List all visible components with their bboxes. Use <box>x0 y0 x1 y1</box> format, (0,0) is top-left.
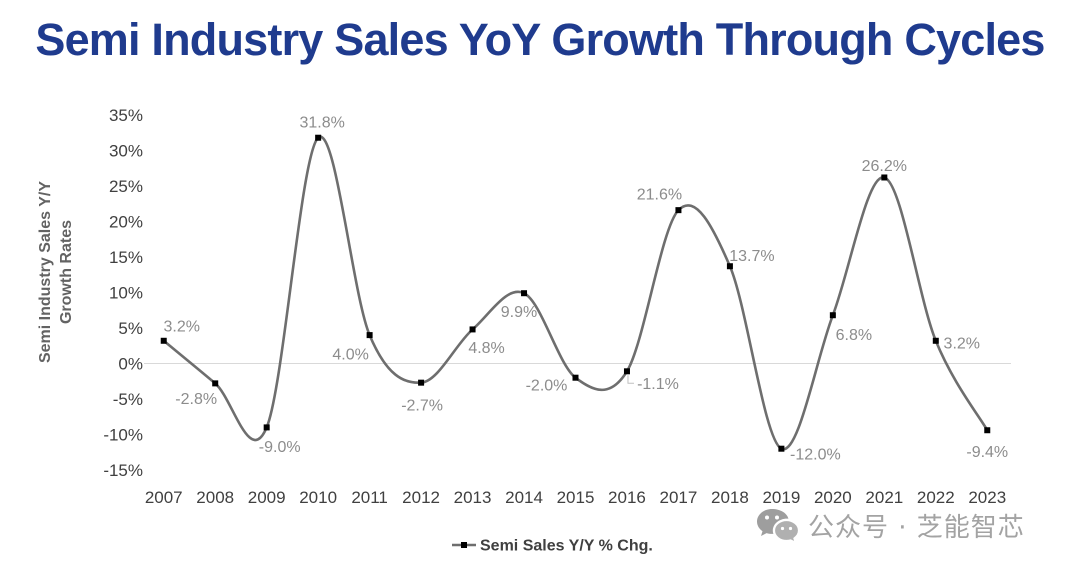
y-tick-label: 35% <box>109 106 143 125</box>
x-tick-label: 2013 <box>454 488 492 507</box>
series-line <box>162 135 989 451</box>
y-tick-label: 20% <box>109 212 143 231</box>
data-label: 3.2% <box>944 335 980 352</box>
data-label: -2.8% <box>175 391 217 408</box>
y-tick-label: 25% <box>109 177 143 196</box>
x-tick-label: 2007 <box>145 488 183 507</box>
data-point-marker <box>418 379 425 386</box>
data-point-marker <box>726 263 733 270</box>
y-tick-label: 5% <box>118 319 143 338</box>
x-tick-label: 2009 <box>248 488 286 507</box>
x-tick-label: 2021 <box>865 488 903 507</box>
data-point-marker <box>263 424 270 431</box>
x-tick-label: 2011 <box>351 488 388 507</box>
data-label: 4.0% <box>332 347 368 364</box>
data-point-marker <box>984 427 991 434</box>
data-label: 9.9% <box>501 304 537 321</box>
legend-label: Semi Sales Y/Y % Chg. <box>480 538 653 555</box>
y-tick-label: 10% <box>109 283 143 302</box>
x-tick-label: 2022 <box>917 488 955 507</box>
x-tick-label: 2016 <box>608 488 646 507</box>
x-tick-label: 2015 <box>557 488 595 507</box>
y-tick-label: 0% <box>118 354 143 373</box>
y-tick-label: 15% <box>109 248 143 267</box>
x-tick-label: 2019 <box>762 488 800 507</box>
data-point-marker <box>160 337 167 344</box>
data-point-marker <box>778 445 785 452</box>
data-label: 4.8% <box>468 340 504 357</box>
data-point-marker <box>212 380 219 387</box>
data-label: 31.8% <box>299 114 344 131</box>
data-label: 21.6% <box>637 187 682 204</box>
data-point-marker <box>881 174 888 181</box>
data-point-marker <box>623 368 630 375</box>
x-tick-label: 2014 <box>505 488 543 507</box>
x-tick-label: 2020 <box>814 488 852 507</box>
data-point-marker <box>315 134 322 141</box>
data-label: 13.7% <box>729 248 774 265</box>
data-point-marker <box>366 332 373 339</box>
data-point-marker <box>572 374 579 381</box>
legend-marker-swatch <box>461 542 467 548</box>
x-tick-label: 2023 <box>968 488 1006 507</box>
chart-title: Semi Industry Sales YoY Growth Through C… <box>35 14 1045 65</box>
x-tick-label: 2012 <box>402 488 440 507</box>
data-point-marker <box>829 312 836 319</box>
y-axis-title: Semi Industry Sales Y/Y Growth Rates <box>37 181 75 364</box>
y-tick-label: -5% <box>113 390 143 409</box>
data-label: -9.0% <box>259 439 301 456</box>
y-tick-label: 30% <box>109 141 143 160</box>
watermark: 公众号 · 芝能智芯 <box>756 505 1056 545</box>
data-point-marker <box>469 326 476 333</box>
x-tick-label: 2017 <box>660 488 698 507</box>
data-label: 3.2% <box>164 318 200 335</box>
x-tick-label: 2008 <box>196 488 234 507</box>
data-label: 26.2% <box>862 158 907 175</box>
watermark-text: 公众号 · 芝能智芯 <box>808 512 1025 543</box>
data-label: -2.0% <box>526 377 568 394</box>
x-tick-label: 2018 <box>711 488 749 507</box>
data-label: 6.8% <box>836 327 872 344</box>
data-point-marker <box>932 337 939 344</box>
y-tick-label: -15% <box>103 461 143 480</box>
data-label: -9.4% <box>966 444 1008 461</box>
wechat-icon <box>757 509 800 543</box>
data-label: -1.1% <box>637 376 679 393</box>
data-label: -2.7% <box>401 397 443 414</box>
y-tick-label: -10% <box>103 425 143 444</box>
data-point-marker <box>521 290 528 297</box>
legend: Semi Sales Y/Y % Chg. <box>452 538 653 555</box>
x-tick-label: 2010 <box>299 488 337 507</box>
data-label-leader-line <box>627 375 634 384</box>
data-label: -12.0% <box>790 446 841 463</box>
data-point-marker <box>675 207 682 214</box>
